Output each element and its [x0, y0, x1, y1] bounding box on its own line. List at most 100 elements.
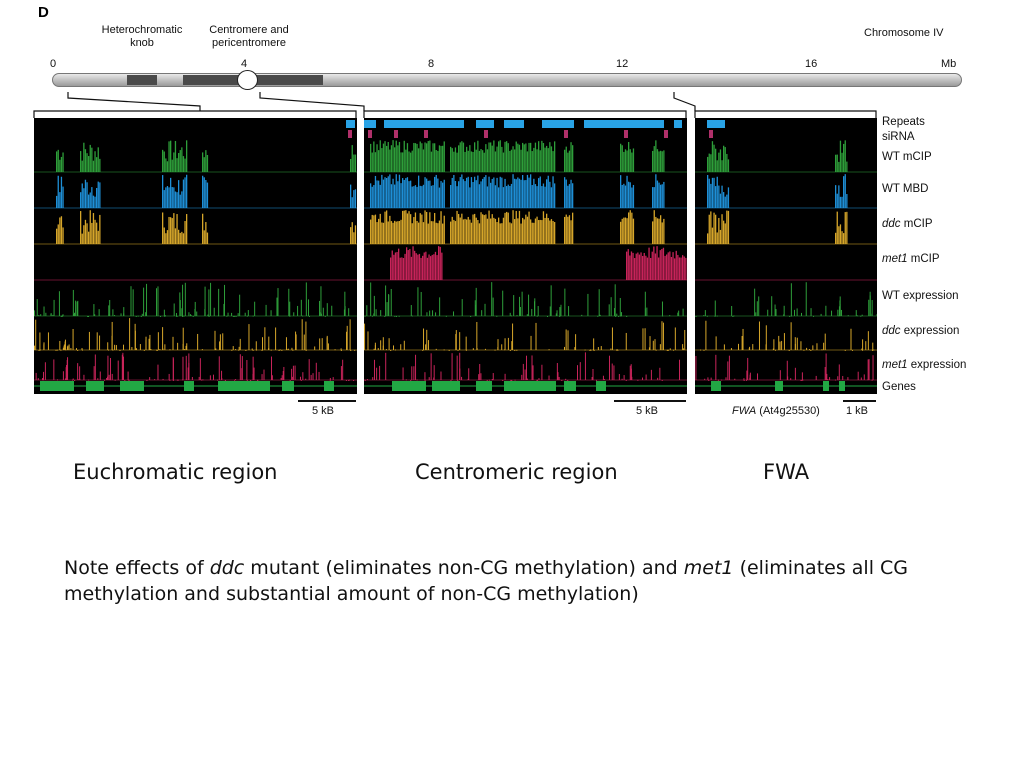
signal-bar	[713, 212, 715, 244]
expression-spike	[232, 346, 234, 350]
expression-spike	[246, 360, 248, 380]
signal-bar	[412, 246, 414, 280]
expression-spike	[188, 312, 190, 316]
expression-spike	[617, 349, 619, 351]
signal-bar	[661, 184, 663, 208]
expression-spike	[820, 313, 822, 316]
expression-spike	[516, 315, 518, 317]
expression-spike	[123, 307, 125, 316]
signal-bar	[539, 176, 541, 208]
annotation-block	[346, 120, 355, 128]
expression-spike	[214, 330, 216, 350]
expression-spike	[497, 339, 499, 350]
signal-bar	[628, 181, 630, 208]
expression-spike	[534, 301, 536, 316]
expression-spike	[99, 371, 101, 380]
signal-bar	[379, 140, 381, 172]
expression-spike	[261, 349, 263, 351]
expression-spike	[186, 343, 188, 350]
expression-spike	[749, 346, 751, 350]
expression-spike	[501, 344, 503, 350]
annotation-block	[324, 381, 334, 391]
expression-spike	[603, 378, 605, 380]
signal-bar	[494, 185, 497, 208]
signal-bar	[550, 187, 553, 208]
signal-bar	[564, 216, 566, 244]
signal-bar	[387, 221, 389, 244]
signal-bar	[518, 210, 521, 244]
signal-bar	[635, 253, 637, 280]
expression-spike	[149, 334, 151, 350]
signal-bar	[839, 224, 842, 244]
signal-bar	[431, 254, 433, 280]
expression-spike	[184, 348, 186, 350]
expression-spike	[261, 374, 263, 380]
track-label-met1-mcip-suffix: mCIP	[907, 253, 940, 265]
signal-bar	[395, 174, 397, 208]
expression-spike	[344, 291, 346, 316]
expression-spike	[860, 377, 862, 380]
signal-bar	[400, 152, 402, 172]
signal-bar	[163, 190, 165, 208]
annotation-block	[711, 381, 721, 391]
expression-spike	[593, 349, 595, 351]
expression-spike	[109, 299, 111, 316]
expression-spike	[410, 305, 412, 316]
signal-bar	[411, 186, 413, 208]
signal-bar	[371, 214, 373, 244]
expression-spike	[743, 378, 745, 380]
expression-spike	[164, 315, 166, 317]
expression-spike	[204, 286, 206, 316]
expression-spike	[491, 378, 493, 380]
expression-spike	[465, 349, 467, 351]
signal-bar	[404, 253, 406, 280]
signal-bar	[392, 178, 394, 208]
expression-spike	[327, 343, 329, 350]
signal-bar	[454, 147, 457, 172]
expression-spike	[577, 365, 579, 380]
signal-bar	[453, 175, 455, 208]
signal-bar	[400, 219, 402, 244]
expression-spike	[459, 352, 461, 380]
expression-spike	[550, 285, 552, 316]
signal-bar	[482, 178, 484, 208]
signal-bar	[353, 154, 355, 172]
signal-bar	[390, 184, 393, 208]
expression-spike	[526, 378, 528, 380]
signal-bar	[81, 160, 83, 172]
expression-spike	[222, 333, 224, 350]
expression-spike	[548, 375, 550, 380]
signal-bar	[533, 178, 535, 208]
expression-spike	[537, 306, 539, 316]
annotation-block	[564, 130, 568, 138]
expression-spike	[53, 299, 55, 316]
signal-bar	[389, 149, 391, 172]
signal-bar	[723, 192, 725, 208]
expression-spike	[285, 337, 287, 350]
signal-bar	[354, 154, 357, 172]
expression-spike	[250, 380, 252, 381]
expression-spike	[141, 313, 143, 316]
scale-label-centromeric: 5 kB	[636, 405, 659, 417]
expression-spike	[790, 378, 792, 380]
expression-spike	[783, 314, 785, 316]
expression-spike	[77, 349, 79, 351]
signal-bar	[727, 210, 730, 244]
signal-bar	[620, 143, 622, 172]
expression-spike	[302, 372, 304, 380]
expression-spike	[596, 379, 598, 381]
expression-spike	[610, 297, 612, 316]
expression-spike	[714, 315, 716, 317]
expression-spike	[292, 365, 294, 380]
expression-spike	[302, 315, 304, 317]
signal-bar	[846, 194, 848, 208]
expression-spike	[867, 331, 869, 350]
signal-bar	[520, 179, 522, 208]
signal-bar	[523, 219, 525, 244]
expression-spike	[837, 309, 839, 316]
expression-spike	[655, 349, 657, 351]
expression-spike	[371, 315, 373, 317]
annotation-block	[775, 381, 783, 391]
expression-spike	[461, 376, 463, 380]
scale-bar-euchromatic	[298, 400, 356, 402]
